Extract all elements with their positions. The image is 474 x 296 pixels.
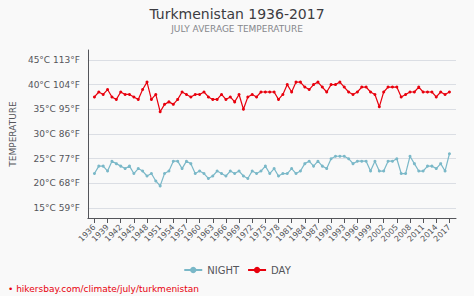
svg-text:2011: 2011 — [405, 222, 427, 244]
svg-text:Turkmenistan 1936-2017: Turkmenistan 1936-2017 — [148, 6, 324, 22]
svg-text:15°C 59°F: 15°C 59°F — [34, 203, 80, 213]
svg-text:1972: 1972 — [234, 222, 256, 244]
svg-text:2008: 2008 — [392, 222, 414, 244]
svg-text:1984: 1984 — [287, 222, 308, 244]
svg-text:2005: 2005 — [379, 222, 400, 244]
svg-text:35°C 95°F: 35°C 95°F — [34, 104, 80, 114]
svg-text:1942: 1942 — [103, 222, 124, 244]
svg-text:1939: 1939 — [90, 222, 111, 244]
svg-text:1999: 1999 — [353, 222, 374, 244]
svg-text:1963: 1963 — [195, 222, 216, 244]
svg-text:45°C 113°F: 45°C 113°F — [28, 55, 80, 65]
svg-text:40°C 104°F: 40°C 104°F — [28, 80, 80, 90]
svg-text:1966: 1966 — [208, 222, 230, 244]
svg-text:1975: 1975 — [247, 222, 269, 244]
svg-text:2014: 2014 — [418, 222, 440, 244]
svg-text:1960: 1960 — [182, 222, 203, 244]
svg-text:1978: 1978 — [260, 222, 282, 244]
svg-text:25°C 77°F: 25°C 77°F — [34, 154, 80, 164]
svg-text:1936: 1936 — [76, 222, 98, 244]
svg-text:1969: 1969 — [221, 222, 243, 244]
svg-text:1990: 1990 — [313, 222, 335, 244]
svg-text:1987: 1987 — [300, 222, 322, 244]
svg-text:1981: 1981 — [274, 222, 295, 244]
svg-text:• hikersbay.com/climate/july/t: • hikersbay.com/climate/july/turkmenista… — [8, 284, 199, 294]
svg-text:2017: 2017 — [432, 223, 453, 244]
svg-text:JULY AVERAGE TEMPERATURE: JULY AVERAGE TEMPERATURE — [170, 24, 303, 34]
svg-text:2002: 2002 — [366, 222, 387, 244]
svg-text:30°C 86°F: 30°C 86°F — [34, 129, 80, 139]
svg-text:1957: 1957 — [168, 222, 190, 244]
svg-text:TEMPERATURE: TEMPERATURE — [8, 101, 18, 168]
svg-text:1945: 1945 — [116, 222, 138, 244]
svg-text:1954: 1954 — [155, 222, 177, 244]
svg-text:1948: 1948 — [129, 222, 151, 244]
svg-text:20°C 68°F: 20°C 68°F — [34, 178, 80, 188]
svg-text:1993: 1993 — [326, 222, 348, 244]
svg-text:1951: 1951 — [142, 222, 164, 244]
svg-text:1996: 1996 — [339, 222, 361, 244]
svg-text:NIGHT: NIGHT — [207, 265, 240, 276]
svg-text:DAY: DAY — [271, 265, 292, 276]
